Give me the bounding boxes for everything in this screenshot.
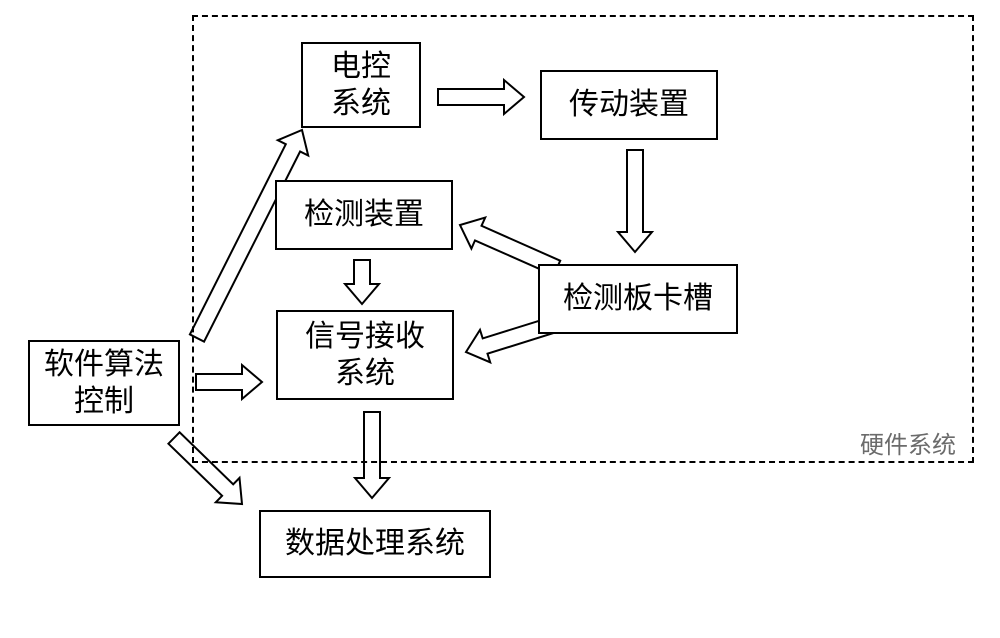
node-ec: 电控 系统 [301, 42, 421, 128]
node-sw: 软件算法 控制 [28, 340, 180, 426]
node-det: 检测装置 [275, 180, 453, 250]
node-trans: 传动装置 [540, 70, 718, 140]
node-sig: 信号接收 系统 [276, 310, 454, 400]
node-slot: 检测板卡槽 [538, 264, 738, 334]
node-dp: 数据处理系统 [259, 510, 491, 578]
diagram-canvas: 硬件系统 软件算法 控制 电控 系统 传动装置检测装置检测板卡槽信号接收 系统数据处理… [0, 0, 1000, 638]
hardware-frame-label: 硬件系统 [860, 425, 956, 460]
